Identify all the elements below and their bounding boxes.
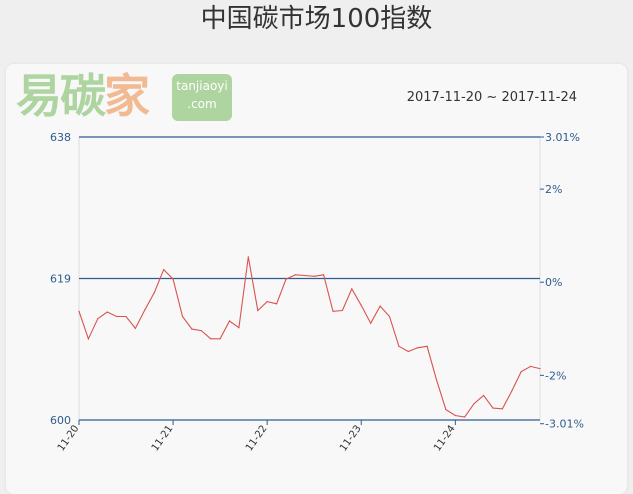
- y2-tick-label: 3.01%: [545, 131, 580, 144]
- data-point: [332, 310, 334, 312]
- data-point: [511, 390, 513, 392]
- y2-tick-label: -3.01%: [545, 418, 584, 431]
- data-point: [172, 278, 174, 280]
- data-point: [163, 268, 165, 271]
- watermark-logo: 易碳家 tanjiaoyi .com: [16, 68, 236, 132]
- data-point: [97, 318, 99, 320]
- data-point: [341, 309, 344, 312]
- data-point: [266, 300, 268, 303]
- data-point: [228, 320, 231, 322]
- page-title: 中国碳市场100指数: [200, 4, 433, 34]
- line-chart: 638 619 600 3.01% 2% 0% -2% -3.01% 11-20 11-21 11-…: [50, 131, 584, 454]
- data-point: [285, 278, 287, 280]
- data-point: [473, 403, 475, 405]
- y2-tick-label: 0%: [545, 276, 562, 289]
- x-tick-label: 11-24: [432, 423, 458, 453]
- data-point: [417, 347, 419, 349]
- x-tick-label: 11-21: [150, 423, 176, 453]
- data-point: [191, 328, 193, 330]
- y-tick-label: 600: [50, 414, 71, 427]
- data-point: [407, 350, 409, 353]
- index-series-line: [78, 256, 541, 418]
- data-point: [529, 365, 532, 367]
- data-point: [323, 274, 325, 276]
- data-point: [351, 288, 353, 290]
- x-tick-label: 11-22: [244, 423, 270, 453]
- data-point: [144, 309, 146, 311]
- data-point: [238, 327, 240, 329]
- data-point: [454, 414, 456, 417]
- data-point: [116, 315, 118, 318]
- data-point: [106, 311, 108, 313]
- data-point: [492, 407, 494, 409]
- x-tick-label: 11-20: [56, 423, 82, 453]
- data-point: [87, 338, 90, 340]
- data-point: [219, 338, 221, 340]
- data-point: [294, 274, 296, 276]
- data-point: [398, 345, 400, 347]
- data-point: [200, 330, 202, 332]
- data-point: [210, 338, 212, 340]
- data-point: [181, 315, 184, 318]
- data-point: [360, 304, 362, 306]
- data-point: [313, 275, 315, 277]
- y-tick-label: 638: [50, 131, 71, 144]
- y-tick-label: 619: [50, 273, 71, 286]
- data-point: [435, 379, 438, 381]
- data-point: [520, 370, 522, 373]
- data-point: [388, 315, 391, 318]
- data-point: [539, 368, 541, 370]
- data-point: [482, 394, 485, 397]
- data-point: [257, 309, 259, 312]
- data-point: [501, 408, 503, 410]
- data-point: [426, 345, 428, 347]
- x-tick-label: 11-23: [338, 423, 364, 453]
- y2-tick-label: 2%: [545, 183, 562, 196]
- data-point: [134, 327, 137, 329]
- data-point: [464, 416, 466, 418]
- data-point: [153, 292, 155, 294]
- y2-tick-label: -2%: [545, 369, 566, 382]
- data-point: [370, 322, 372, 324]
- data-point: [379, 305, 381, 307]
- data-point: [78, 310, 80, 312]
- data-point: [247, 256, 249, 258]
- data-point: [125, 315, 127, 318]
- date-range: 2017-11-20 ~ 2017-11-24: [406, 90, 577, 105]
- data-point: [304, 274, 306, 277]
- data-point: [445, 408, 447, 411]
- data-point: [275, 303, 278, 305]
